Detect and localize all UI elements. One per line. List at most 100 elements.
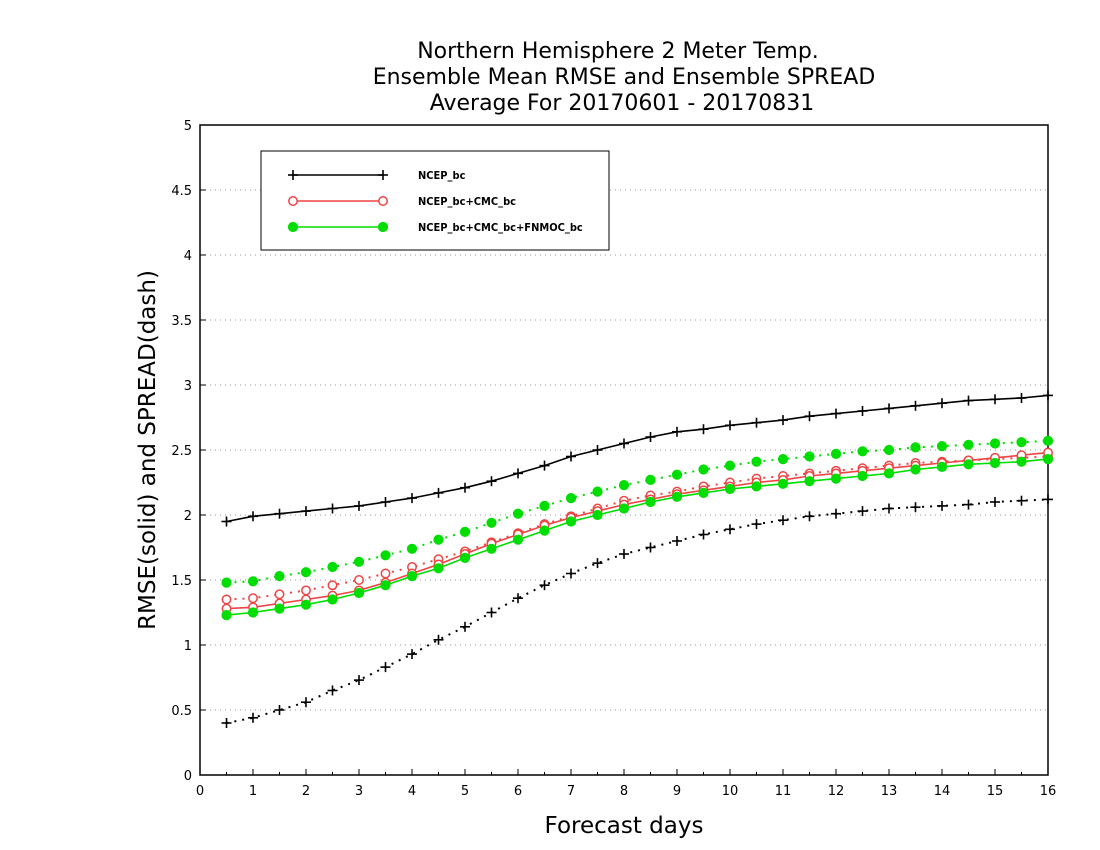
series-0-rmse-point [460, 482, 470, 493]
x-tick-label: 13 [881, 784, 898, 799]
series-2-rmse-point [353, 587, 365, 599]
series-0-spread-point [963, 499, 974, 510]
y-tick-label: 1 [184, 639, 192, 654]
series-layer [221, 390, 1054, 728]
series-2-spread-point [512, 508, 524, 519]
series-2-rmse-point [989, 457, 1001, 469]
series-2-spread-point [989, 438, 1001, 449]
series-2-spread-point [910, 442, 921, 453]
y-tick-label: 3.5 [171, 314, 192, 329]
series-2-rmse-point [486, 543, 497, 554]
series-0-spread-point [327, 685, 338, 696]
legend-label: NCEP_bc+CMC_bc+FNMOC_bc [418, 221, 583, 234]
series-0-spread-point [725, 524, 735, 535]
x-tick-label: 5 [461, 784, 469, 799]
series-0-spread-point [221, 718, 232, 728]
y-tick-label: 1.5 [171, 574, 192, 589]
legend-entry-1: NCEP_bc+CMC_bc [288, 195, 516, 208]
chart-title: Northern Hemisphere 2 Meter Temp. Ensemb… [373, 39, 876, 116]
series-2-spread-point [247, 576, 259, 587]
series-2-rmse-point [1042, 454, 1054, 465]
series-0-rmse-point [645, 432, 656, 442]
series-0-rmse-point [566, 451, 576, 462]
y-tick-label: 3 [184, 379, 192, 394]
series-0-spread-point [460, 621, 470, 632]
y-tick-label: 2 [184, 509, 192, 524]
series-0-rmse-point [592, 445, 603, 455]
series-2-spread-point [380, 550, 391, 561]
series-2-rmse-point [883, 468, 895, 479]
x-tick-label: 7 [567, 784, 575, 799]
x-tick-label: 10 [722, 784, 739, 799]
series-0-spread-point [937, 500, 947, 511]
series-0-rmse-point [963, 395, 974, 406]
series-2-rmse-point [671, 491, 683, 502]
series-2-spread-point [592, 486, 603, 497]
series-0-spread-point [619, 549, 629, 559]
series-0-spread-point [884, 503, 894, 514]
series-0-spread-point [990, 497, 1000, 507]
series-2-spread-point [777, 454, 789, 465]
series-0-spread-point [248, 712, 258, 723]
series-0-rmse-point [274, 508, 285, 519]
series-2-rmse-point [459, 552, 471, 564]
legend-marker [378, 196, 388, 206]
series-1-spread-point [301, 585, 311, 596]
series-2-spread-point [406, 543, 418, 554]
series-0-rmse-point [1016, 393, 1027, 403]
series-2-spread-point [883, 444, 895, 456]
x-tick-label: 3 [355, 784, 363, 799]
series-2-rmse-point [618, 503, 630, 514]
y-axis-label: RMSE(solid) and SPREAD(dash) [135, 270, 161, 630]
series-2-rmse-point [274, 603, 285, 614]
series-2-spread-point [645, 474, 656, 485]
series-2-spread-point [1016, 437, 1027, 448]
series-0-rmse-point [804, 411, 815, 422]
series-2-rmse-point [830, 473, 842, 484]
series-2-rmse-point [963, 459, 974, 470]
y-tick-label: 2.5 [171, 444, 192, 459]
x-tick-label: 0 [196, 784, 204, 799]
series-2-rmse-point [751, 481, 762, 492]
series-2-spread-point [751, 456, 762, 467]
series-2-rmse-point [910, 464, 921, 475]
series-2-rmse-point [777, 478, 789, 489]
series-2-spread-point [804, 451, 815, 462]
series-2-spread-point [353, 556, 365, 567]
series-2-rmse-point [804, 476, 815, 487]
series-0-spread-point [857, 506, 868, 517]
series-0-rmse-point [619, 438, 629, 449]
series-0-rmse-point [380, 497, 391, 507]
series-2-spread-point [486, 517, 497, 528]
series-0-rmse-point [937, 398, 947, 409]
series-0-rmse-point [672, 426, 682, 437]
series-2-rmse-point [539, 525, 550, 536]
series-0 [221, 390, 1053, 728]
series-2-spread-point [459, 526, 471, 538]
series-0-rmse-point [327, 503, 338, 514]
series-2-rmse-point [1016, 456, 1027, 467]
x-tick-label: 16 [1040, 784, 1057, 799]
series-2-spread-point [274, 571, 285, 582]
series-2-rmse-point [698, 487, 709, 498]
legend-label: NCEP_bc+CMC_bc [418, 195, 516, 208]
series-0-rmse-point [698, 424, 709, 435]
series-0-spread-point [301, 697, 311, 708]
series-0-rmse-point [831, 408, 841, 419]
series-1-rmse-line [226, 451, 1049, 610]
series-0-spread-point [566, 568, 576, 579]
series-2-rmse-point [327, 594, 338, 605]
series-0-rmse-point [407, 493, 417, 504]
series-0-spread-point [1043, 494, 1053, 505]
series-0-spread-point [433, 634, 444, 645]
series-2-spread-point [963, 439, 974, 450]
series-1-spread-point [221, 594, 232, 605]
x-tick-label: 8 [620, 784, 628, 799]
series-0-spread-point [513, 593, 523, 604]
series-0-spread-point [672, 536, 682, 546]
series-0-rmse-point [857, 406, 868, 416]
series-0-rmse-point [990, 394, 1000, 405]
series-0-spread-point [698, 529, 709, 540]
series-2-spread-point [698, 464, 709, 475]
series-2-rmse-point [221, 610, 232, 621]
